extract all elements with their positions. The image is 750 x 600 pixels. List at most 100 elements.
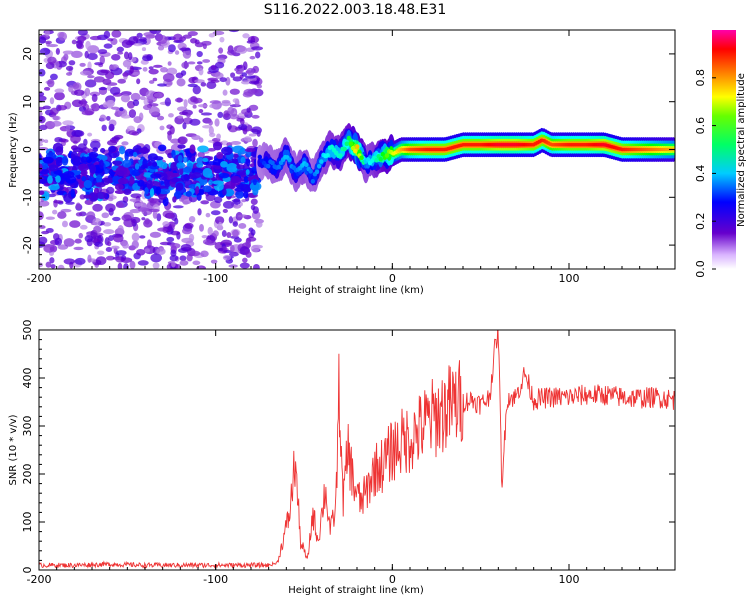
noise-blob <box>228 216 233 224</box>
y-tick-label: 500 <box>21 320 34 341</box>
noise-blob <box>148 106 160 116</box>
noise-blob <box>105 71 115 80</box>
band-blob <box>63 193 73 203</box>
band-blob <box>191 155 196 163</box>
noise-blob <box>66 72 73 76</box>
noise-blob <box>131 71 141 76</box>
noise-blob <box>148 68 159 75</box>
noise-blob <box>208 120 213 126</box>
noise-blob <box>166 236 175 243</box>
noise-blob <box>92 203 103 212</box>
noise-blob <box>87 52 98 61</box>
band-blob <box>81 176 87 182</box>
noise-blob <box>192 85 201 95</box>
band-blob <box>153 156 164 161</box>
noise-blob <box>55 47 60 55</box>
band-blob <box>180 174 188 182</box>
noise-blob <box>172 205 184 209</box>
noise-blob <box>196 61 203 65</box>
noise-blob <box>171 260 176 268</box>
heatmap-x-axis-label: Height of straight line (km) <box>288 285 424 296</box>
band-blob <box>202 167 213 178</box>
noise-blob <box>244 75 256 79</box>
ridge-blob <box>308 168 313 174</box>
noise-blob <box>120 94 131 103</box>
noise-blob <box>241 72 248 77</box>
band-blob <box>232 145 245 154</box>
noise-blob <box>119 106 124 112</box>
band-blob <box>140 164 148 169</box>
heatmap-x-ticks: -200 -100 0 100 <box>27 30 676 285</box>
noise-blob <box>112 216 121 222</box>
band-blob <box>77 163 89 172</box>
heatmap-marks <box>39 30 675 269</box>
noise-blob <box>49 257 55 264</box>
noise-blob <box>84 235 94 243</box>
band-blob <box>137 179 145 187</box>
noise-blob <box>87 61 92 70</box>
band-blob <box>171 177 181 183</box>
noise-blob <box>169 254 179 262</box>
noise-blob <box>84 79 97 88</box>
y-tick-label: 200 <box>21 464 34 485</box>
noise-blob <box>221 230 227 238</box>
noise-blob <box>166 213 175 219</box>
band-blob <box>115 166 128 177</box>
noise-blob <box>97 250 105 256</box>
ridge-blob <box>384 153 390 158</box>
band-blob <box>55 159 63 167</box>
noise-blob <box>207 226 213 236</box>
y-tick-label: 10 <box>21 95 34 109</box>
noise-blob <box>233 198 241 205</box>
noise-blob <box>197 104 208 108</box>
band-blob <box>118 146 126 155</box>
noise-blob <box>207 147 216 152</box>
noise-blob <box>192 104 197 109</box>
noise-blob <box>95 256 107 266</box>
noise-blob <box>241 199 247 203</box>
band-blob <box>124 151 129 162</box>
noise-blob <box>220 140 229 146</box>
noise-blob <box>162 73 175 83</box>
noise-blob <box>122 242 129 249</box>
band-blob <box>218 172 230 179</box>
noise-blob <box>75 212 83 217</box>
noise-blob <box>156 247 166 256</box>
noise-blob <box>122 72 129 77</box>
noise-blob <box>205 212 211 218</box>
band-blob <box>80 156 88 163</box>
band-blob <box>176 162 186 169</box>
ridge-blob <box>304 162 309 168</box>
band-blob <box>189 144 196 154</box>
band-blob <box>146 179 153 190</box>
noise-blob <box>251 114 260 119</box>
noise-blob <box>87 75 95 79</box>
band-blob <box>55 175 61 183</box>
band-blob <box>61 155 69 166</box>
noise-blob <box>229 113 240 120</box>
noise-blob <box>108 235 114 242</box>
band-blob <box>196 192 202 201</box>
ridge-blob <box>287 157 292 163</box>
noise-blob <box>91 93 98 103</box>
noise-blob <box>237 214 248 218</box>
noise-blob <box>134 202 143 207</box>
noise-blob <box>39 36 47 44</box>
noise-blob <box>123 51 129 60</box>
noise-blob <box>149 231 162 238</box>
noise-blob <box>243 136 252 142</box>
noise-blob <box>87 254 92 263</box>
noise-blob <box>101 124 107 132</box>
noise-blob <box>248 80 260 85</box>
snr-marks <box>39 330 675 570</box>
noise-blob <box>228 251 239 257</box>
noise-blob <box>50 264 56 269</box>
snr-series-line <box>39 330 675 570</box>
noise-blob <box>217 221 223 230</box>
noise-blob <box>184 222 194 229</box>
band-blob <box>39 163 43 172</box>
noise-blob <box>39 142 44 147</box>
band-blob <box>226 162 238 173</box>
noise-blob <box>214 72 224 80</box>
noise-blob <box>142 55 152 62</box>
